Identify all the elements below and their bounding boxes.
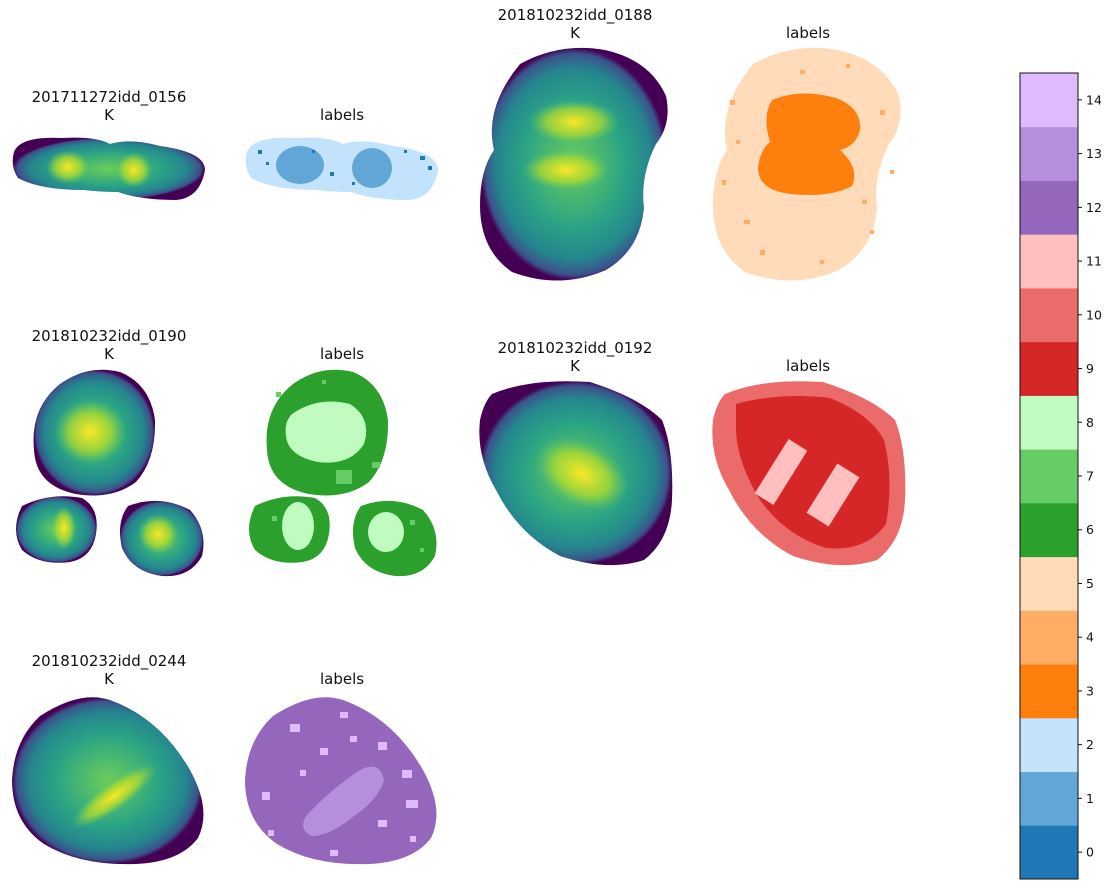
panel-1-title-line2: K [570,24,581,42]
panel-1-label-title: labels [786,24,830,42]
panel-1-k-hot-1 [528,100,620,144]
panel-1-labels: labels [713,24,901,281]
panel-3-labels: labels [712,357,906,566]
panel-2-k-hot-3 [138,514,178,554]
panel-1-title-line1: 201810232idd_0188 [498,6,653,25]
panel-2-k: 201810232idd_0190 K [16,327,204,577]
colorbar-segment-5 [1020,556,1078,611]
panel-3-k: 201810232idd_0192 K [479,339,673,566]
colorbar-tick-label-5: 5 [1086,576,1094,591]
panel-0-label-region-core-1 [276,146,324,184]
panel-4-label-specks [262,712,418,856]
panel-3-label-title: labels [786,357,830,375]
panel-4-label-region-base [245,697,437,865]
colorbar-segment-10 [1020,287,1078,343]
panel-0-label-title: labels [320,106,364,124]
colorbar-tick-label-7: 7 [1086,469,1094,484]
panel-3-k-hot [535,437,629,511]
panel-2-labels: labels [249,345,437,577]
colorbar-segment-0 [1020,825,1078,880]
panel-0-label-region-core-2 [352,148,392,188]
panel-4-k-hot [71,763,157,829]
colorbar-segment-11 [1020,234,1078,289]
panel-0-k-hot-2 [116,152,152,188]
panel-4-k-cell [12,697,204,865]
colorbar-segment-2 [1020,717,1078,773]
panel-0-title-line1: 201711272idd_0156 [32,88,187,107]
panel-3-label-region-core-2 [806,463,860,527]
panel-0-label-specks [258,150,432,185]
panel-2-label-region-core-1 [285,401,367,463]
colorbar-segment-8 [1020,395,1078,450]
colorbar-tick-label-0: 0 [1086,845,1094,860]
panel-2-label-region-core-3 [368,512,404,552]
colorbar-segment-12 [1020,180,1078,235]
colorbar-segment-1 [1020,771,1078,826]
colorbar-segment-6 [1020,502,1078,558]
colorbar-tick-label-6: 6 [1086,522,1094,537]
panel-1-k-hot-2 [522,150,610,190]
panel-0-label-region-base [245,137,438,200]
panel-2-k-hot-1 [54,400,126,464]
panel-4-label-title: labels [320,670,364,688]
panel-2-title-line2: K [104,345,115,363]
panel-1-k: 201810232idd_0188 K [480,6,668,281]
panel-1-label-specks [722,64,894,264]
colorbar-segment-14 [1020,73,1078,128]
colorbar-segment-13 [1020,126,1078,181]
panel-0-k-hot-1 [46,150,90,184]
colorbar-tick-label-11: 11 [1086,254,1102,269]
colorbar-tick-label-14: 14 [1086,92,1102,107]
panel-2-label-specks [272,380,424,552]
colorbar-frame [1019,72,1079,880]
colorbar-segment-7 [1020,449,1078,504]
colorbar-segment-4 [1020,610,1078,665]
panel-4-title-line2: K [104,670,115,688]
colorbar-tick-label-10: 10 [1086,307,1102,322]
colorbar-tick-label-4: 4 [1086,630,1094,645]
panel-0-k-cell [12,137,205,200]
panel-4-k: 201810232idd_0244 K [12,652,204,865]
panel-2-k-hot-2 [52,506,76,550]
panel-2-label-region-core-2 [282,502,314,550]
panel-1-label-region-core [758,93,861,195]
panel-3-title-line2: K [570,357,581,375]
panel-4-label-region-core [303,766,384,836]
panel-0-k: 201711272idd_0156 K [12,88,205,200]
panel-0-title-line2: K [104,106,115,124]
panel-4-labels: labels [245,670,437,865]
colorbar-tick-label-13: 13 [1086,146,1102,161]
panel-3-label-region-core-1 [754,439,808,505]
colorbar-segment-3 [1020,664,1078,719]
panel-2-title-line1: 201810232idd_0190 [32,327,187,346]
colorbar-tick-label-2: 2 [1086,737,1094,752]
colorbar-tick-label-9: 9 [1086,361,1094,376]
panel-2-label-title: labels [320,345,364,363]
panel-3-title-line1: 201810232idd_0192 [498,339,653,358]
colorbar-tick-label-3: 3 [1086,683,1094,698]
colorbar-tick-label-8: 8 [1086,415,1094,430]
colorbar-segment-9 [1020,341,1078,396]
panel-4-title-line1: 201810232idd_0244 [32,652,187,671]
panel-3-label-region-inner [736,396,890,549]
colorbar-tick-label-1: 1 [1086,791,1094,806]
colorbar-tick-label-12: 12 [1086,200,1102,215]
panel-0-labels: labels [245,106,438,200]
